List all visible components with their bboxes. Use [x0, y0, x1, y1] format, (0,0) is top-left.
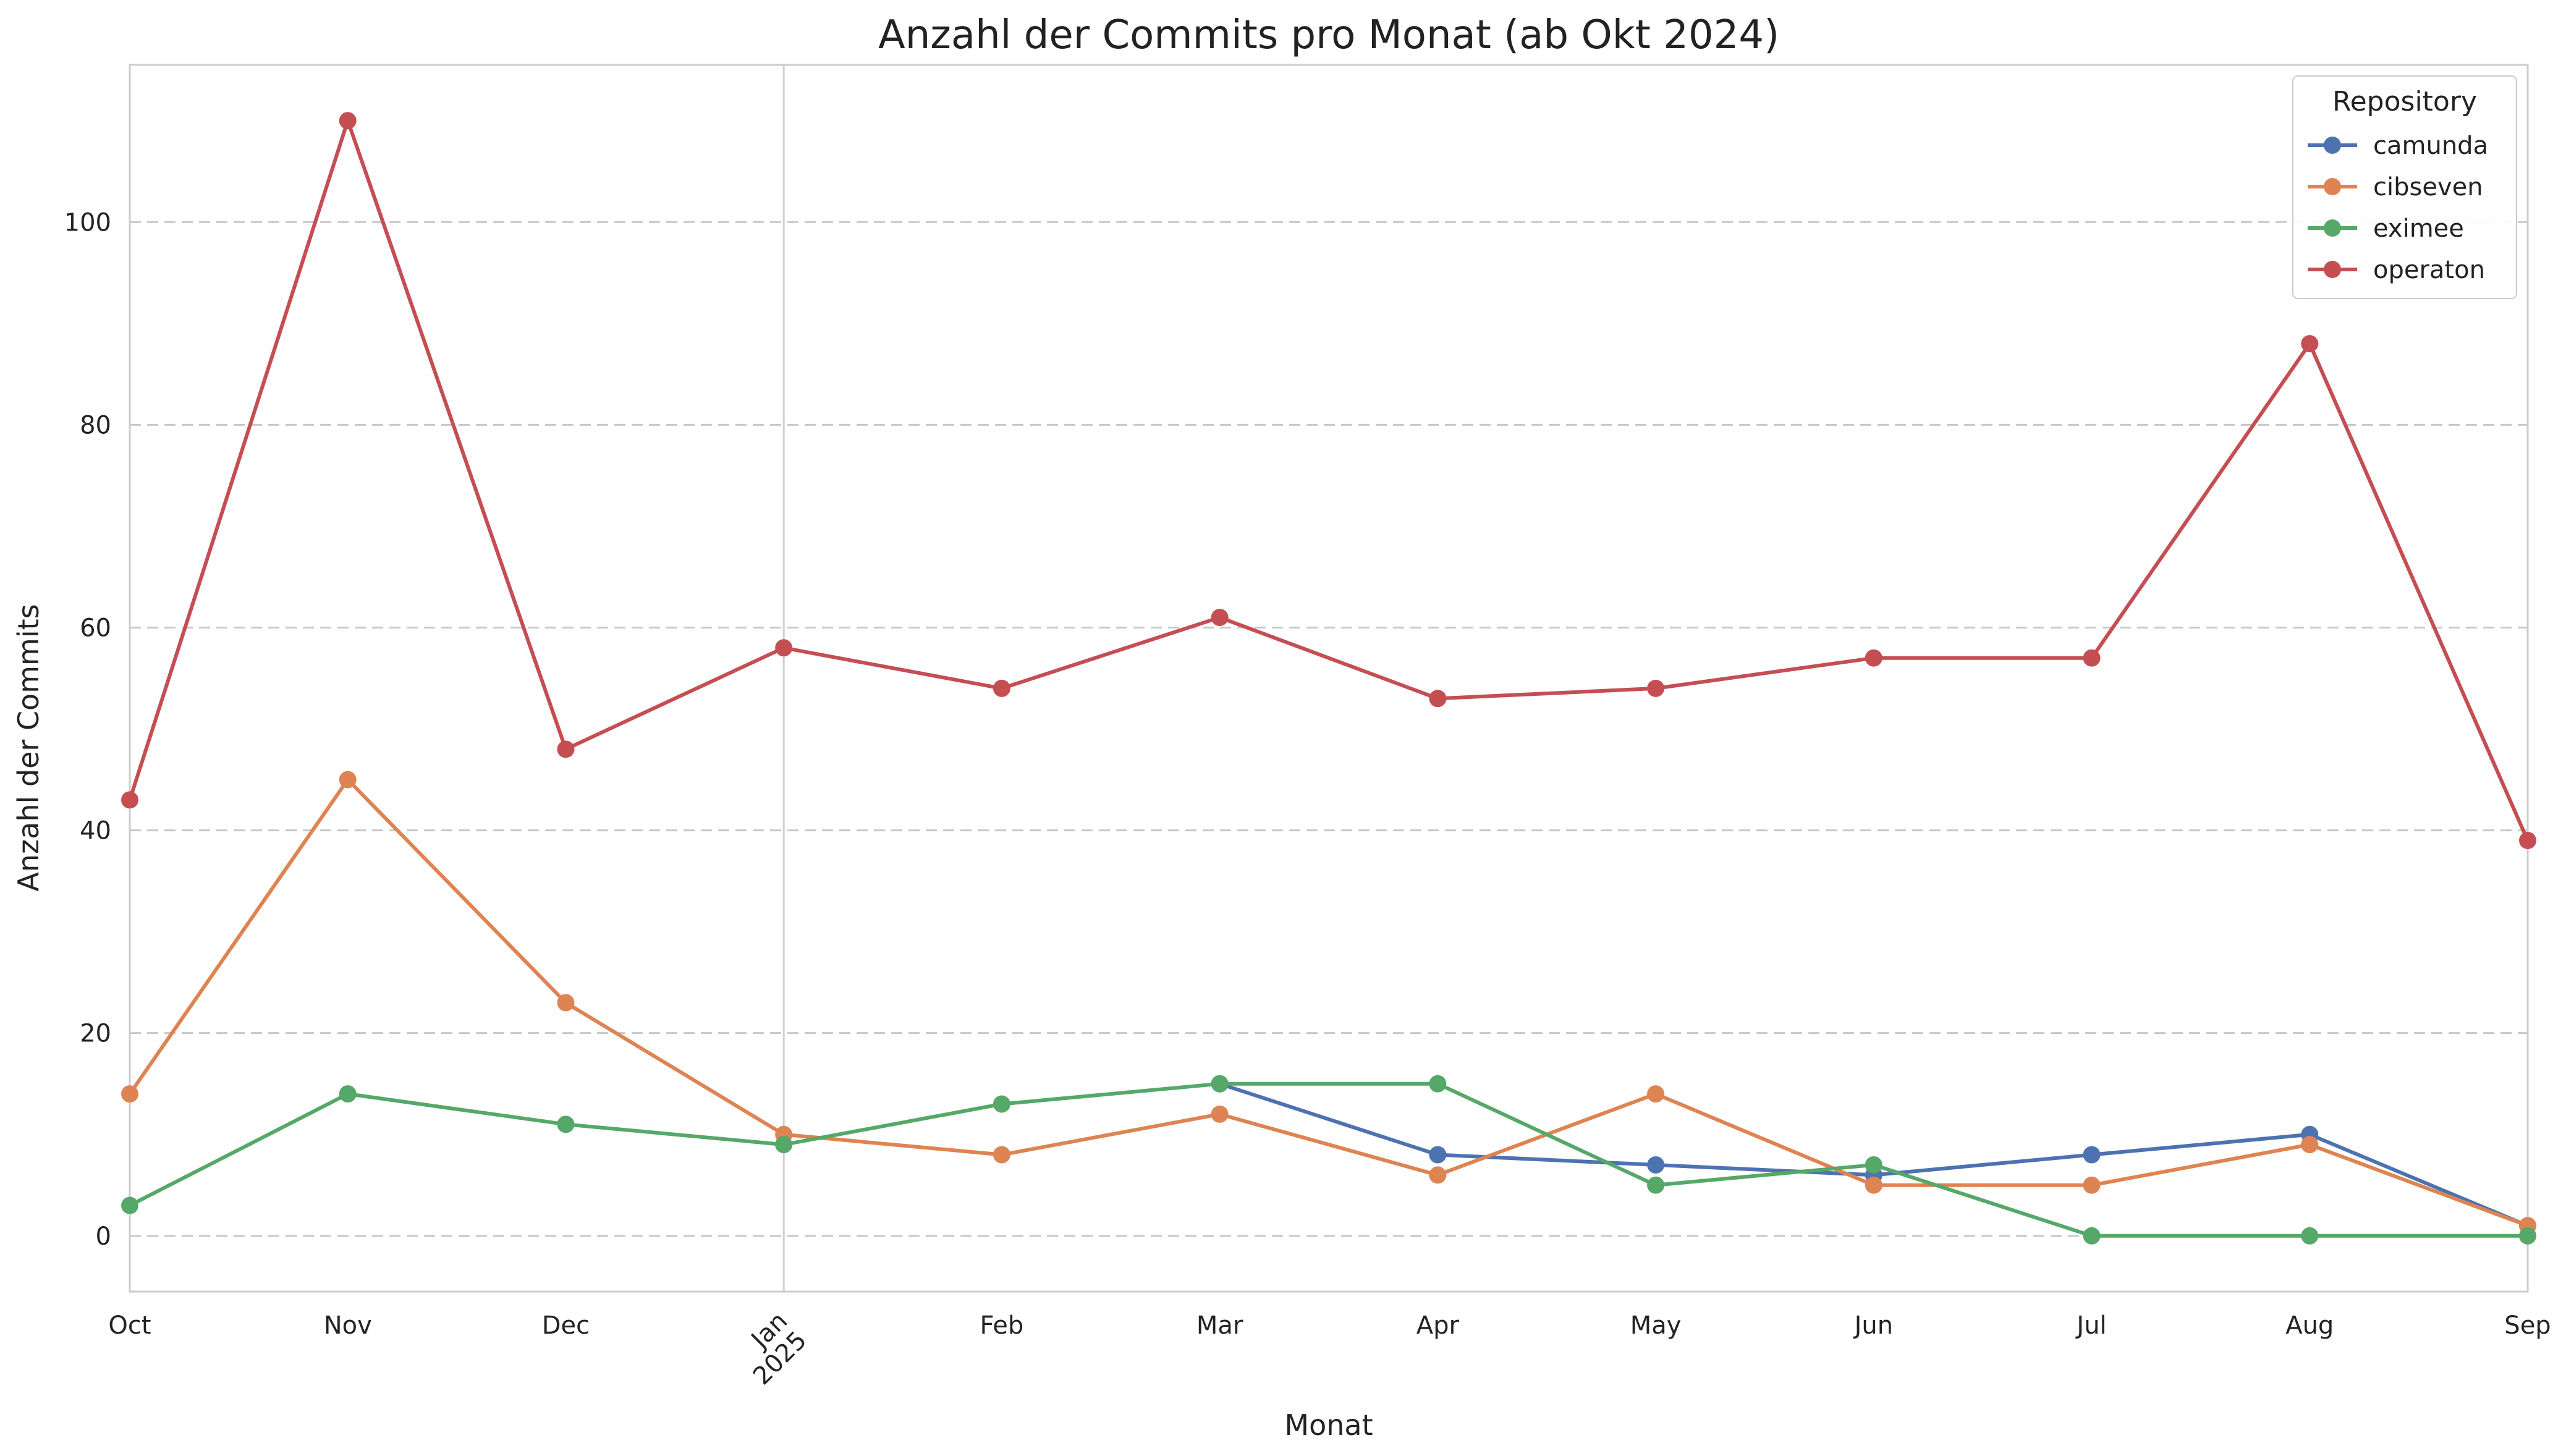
chart-title: Anzahl der Commits pro Monat (ab Okt 202…: [878, 12, 1779, 58]
data-point-operaton: [2519, 831, 2536, 849]
data-point-cibseven: [1865, 1176, 1882, 1194]
legend-label: operaton: [2373, 256, 2485, 284]
x-tick-label: Nov: [324, 1311, 372, 1340]
data-point-camunda: [2083, 1146, 2101, 1164]
data-point-operaton: [339, 112, 357, 130]
data-point-operaton: [1429, 690, 1447, 708]
data-point-cibseven: [2083, 1176, 2101, 1194]
legend-items: camunda cibseven eximee operaton: [2308, 132, 2488, 284]
data-point-eximee: [2301, 1227, 2319, 1245]
data-point-cibseven: [1211, 1105, 1229, 1123]
y-tick-label: 80: [80, 411, 111, 439]
legend-swatch-marker: [2324, 178, 2341, 195]
data-point-eximee: [993, 1095, 1010, 1113]
series-cibseven: [121, 771, 2536, 1235]
y-tick-label: 20: [80, 1020, 111, 1048]
x-tick-label: Dec: [542, 1311, 590, 1340]
series-line-cibseven: [128, 777, 2529, 1228]
legend-item-cibseven: cibseven: [2308, 173, 2483, 201]
x-tick-label: Jul: [2075, 1311, 2106, 1340]
y-tick-label: 100: [64, 208, 111, 237]
x-axis-label: Monat: [1284, 1408, 1373, 1442]
data-point-eximee: [339, 1085, 357, 1103]
legend-label: camunda: [2373, 132, 2488, 160]
data-point-eximee: [775, 1136, 793, 1154]
data-point-eximee: [121, 1196, 138, 1214]
y-axis-label: Anzahl der Commits: [12, 604, 45, 891]
data-point-operaton: [121, 791, 138, 809]
data-point-operaton: [775, 639, 793, 657]
x-tick-label: Oct: [108, 1311, 151, 1340]
y-tick-label: 0: [96, 1222, 111, 1251]
data-point-cibseven: [1647, 1085, 1665, 1103]
data-point-eximee: [557, 1115, 575, 1133]
x-tick-label: Sep: [2504, 1311, 2551, 1340]
series-operaton: [121, 112, 2536, 849]
gridlines: [130, 65, 2528, 1292]
data-point-cibseven: [993, 1146, 1010, 1164]
legend: Repository camunda cibseven eximee operaton: [2292, 75, 2517, 299]
data-point-cibseven: [121, 1085, 138, 1103]
data-point-eximee: [1865, 1156, 1882, 1174]
x-tick-label: Apr: [1416, 1311, 1460, 1340]
data-point-operaton: [993, 679, 1010, 697]
data-point-eximee: [1429, 1075, 1447, 1093]
data-point-eximee: [1647, 1176, 1665, 1194]
plot-frame: [129, 64, 2529, 1293]
legend-swatch-marker: [2324, 219, 2341, 237]
legend-item-operaton: operaton: [2308, 256, 2485, 284]
legend-label: cibseven: [2373, 173, 2483, 201]
x-tick-label: Jun: [1853, 1311, 1894, 1340]
legend-label: eximee: [2373, 214, 2464, 243]
data-point-camunda: [1429, 1146, 1447, 1164]
data-point-cibseven: [1429, 1166, 1447, 1184]
legend-swatch-marker: [2324, 261, 2341, 278]
data-point-eximee: [1211, 1075, 1229, 1093]
data-point-operaton: [1211, 609, 1229, 627]
data-point-cibseven: [2301, 1136, 2319, 1154]
data-point-operaton: [2301, 335, 2319, 353]
data-point-eximee: [2519, 1227, 2536, 1245]
data-point-cibseven: [557, 994, 575, 1012]
y-tick-label: 60: [80, 614, 111, 642]
x-tick-label: Mar: [1196, 1311, 1243, 1340]
legend-item-eximee: eximee: [2308, 214, 2464, 243]
data-point-operaton: [1647, 679, 1665, 697]
x-tick-label: Aug: [2285, 1311, 2334, 1340]
data-point-cibseven: [339, 771, 357, 789]
series-line-camunda: [1219, 1081, 2529, 1228]
series-lines: [121, 112, 2536, 1245]
legend-title: Repository: [2332, 86, 2477, 117]
x-tick-label: May: [1630, 1311, 1682, 1340]
data-point-operaton: [1865, 649, 1882, 667]
data-point-eximee: [2083, 1227, 2101, 1245]
series-eximee: [121, 1075, 2536, 1245]
x-tick-label: Feb: [980, 1311, 1023, 1340]
data-point-operaton: [557, 740, 575, 758]
series-line-operaton: [128, 119, 2530, 842]
legend-swatch-marker: [2324, 137, 2341, 154]
legend-item-camunda: camunda: [2308, 132, 2488, 160]
y-tick-label: 40: [80, 817, 111, 845]
legend-box: [2292, 75, 2517, 299]
data-point-operaton: [2083, 649, 2101, 667]
data-point-camunda: [1647, 1156, 1665, 1174]
y-axis-ticks: 0 20 40 60 80 100: [64, 208, 111, 1250]
series-line-eximee: [129, 1081, 2528, 1238]
